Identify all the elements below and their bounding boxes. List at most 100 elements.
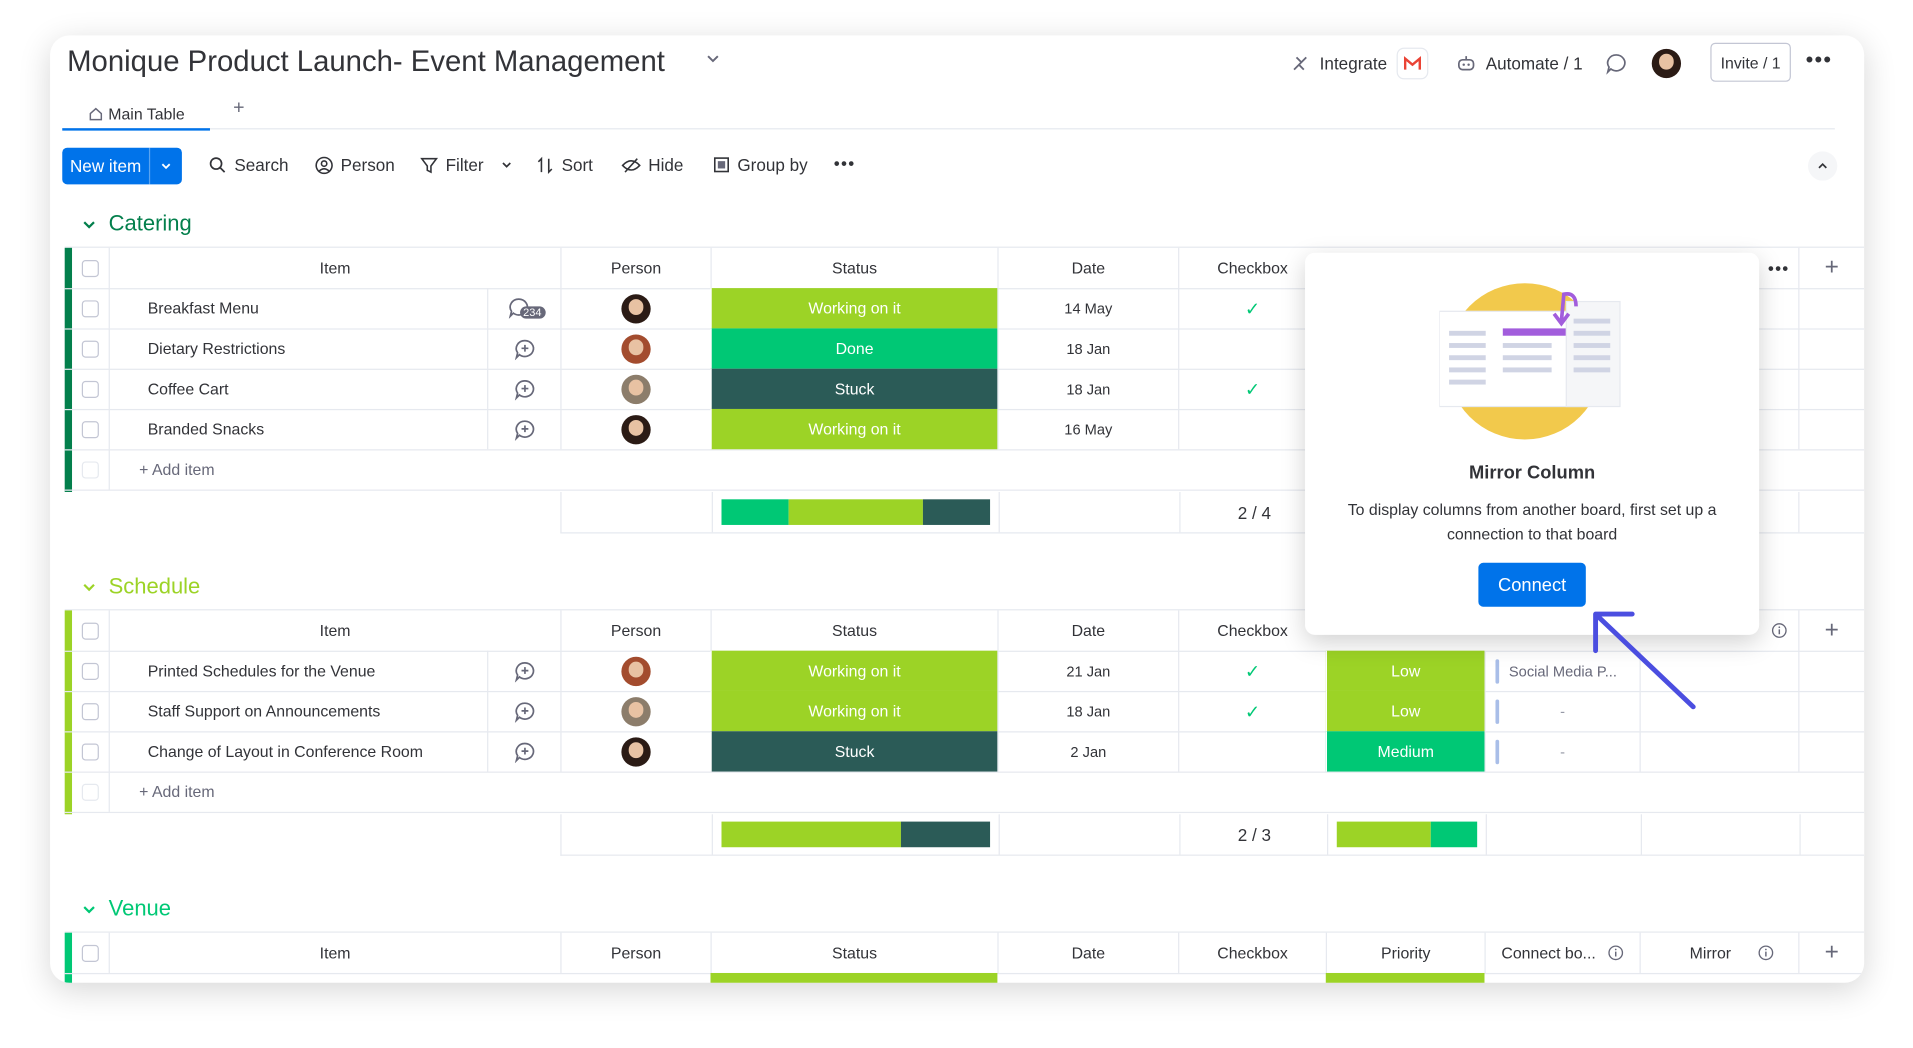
add-item-row[interactable]: + Add item [64,771,1865,814]
chevron-down-icon[interactable] [704,50,721,71]
status-cell[interactable]: Stuck [710,731,998,772]
column-options-icon[interactable]: ••• [1767,258,1790,278]
person-cell[interactable] [560,690,710,732]
date-cell[interactable]: 21 Jan [997,650,1178,691]
filter-button[interactable]: Filter [420,155,513,175]
column-header-item[interactable]: Item [108,610,561,651]
collapse-header-button[interactable] [1808,151,1838,181]
column-header-date[interactable]: Date [997,932,1178,973]
more-toolbar-icon[interactable]: ••• [833,153,856,174]
row-checkbox[interactable] [72,328,109,368]
add-update-icon[interactable] [487,690,560,732]
chevron-down-icon[interactable] [148,147,182,185]
group-title[interactable]: Catering [108,211,192,236]
connect-board-cell[interactable]: - [1484,690,1639,732]
column-header-person[interactable]: Person [560,247,710,289]
item-name[interactable]: Dietary Restrictions [108,328,487,369]
new-item-button[interactable]: New item [62,147,182,185]
select-all-checkbox[interactable] [72,610,109,650]
person-cell[interactable] [560,288,710,329]
add-update-icon[interactable] [487,328,560,369]
search-button[interactable]: Search [209,155,289,175]
item-name[interactable]: Printed Schedules for the Venue [108,650,487,691]
priority-summary[interactable] [1327,814,1487,855]
priority-cell[interactable] [1325,972,1485,983]
checkbox-cell[interactable] [1178,731,1326,772]
person-cell[interactable] [560,408,710,450]
info-icon[interactable] [1759,610,1798,650]
add-column-button[interactable]: + [1798,932,1864,973]
column-header-item[interactable]: Item [108,247,561,289]
column-header-status[interactable]: Status [710,610,998,651]
checkbox-cell[interactable] [1178,408,1326,450]
table-row[interactable]: Branded Snacks Working on it 16 May [64,408,1865,451]
column-header-connect[interactable]: Connect bo... [1484,932,1639,973]
person-cell[interactable] [560,650,710,691]
column-header-checkbox[interactable]: Checkbox [1178,247,1326,289]
priority-cell[interactable]: Low [1325,690,1485,732]
add-item-row[interactable]: + Add item [64,449,1865,491]
row-checkbox[interactable] [72,691,109,731]
column-header-status[interactable]: Status [710,932,998,973]
add-column-button[interactable]: + [1798,247,1864,289]
integrate-button[interactable]: Integrate [1290,47,1429,80]
item-name[interactable]: Change of Layout in Conference Room [108,731,487,772]
table-row[interactable]: Change of Layout in Conference Room Stuc… [64,731,1865,773]
user-avatar[interactable] [1651,48,1682,79]
column-header-item[interactable]: Item [108,932,561,973]
select-all-checkbox[interactable] [72,248,109,288]
status-cell[interactable]: Working on it [710,650,998,691]
item-name[interactable]: Staff Support on Announcements [108,690,487,732]
add-view-button[interactable]: + [233,97,245,119]
status-cell[interactable] [710,972,998,983]
checkbox-cell[interactable] [1178,328,1326,369]
hide-button[interactable]: Hide [621,155,683,175]
info-icon[interactable] [1608,945,1624,961]
add-update-icon[interactable] [487,408,560,450]
person-filter-button[interactable]: Person [315,155,395,175]
date-cell[interactable]: 18 Jan [997,690,1178,732]
add-column-button[interactable]: + [1798,610,1864,651]
add-item-input[interactable]: + Add item [108,449,597,490]
row-checkbox[interactable] [72,288,109,328]
person-cell[interactable] [560,328,710,369]
row-checkbox[interactable] [72,409,109,449]
group-title[interactable]: Schedule [108,573,201,599]
connected-item[interactable]: - [1560,702,1566,720]
column-header-person[interactable]: Person [560,932,710,973]
status-cell[interactable]: Working on it [710,288,998,329]
column-header-date[interactable]: Date [997,247,1178,289]
date-cell[interactable]: 2 Jan [997,731,1178,772]
status-summary[interactable] [711,814,1000,855]
item-name[interactable]: Coffee Cart [108,368,487,409]
group-title[interactable]: Venue [108,896,171,921]
status-cell[interactable]: Working on it [710,408,998,450]
date-cell[interactable]: 16 May [997,408,1178,450]
column-header-checkbox[interactable]: Checkbox [1178,932,1326,973]
row-checkbox[interactable] [72,731,109,771]
add-update-icon[interactable] [487,650,560,691]
checkbox-cell[interactable]: ✓ [1178,650,1326,691]
date-cell[interactable]: 18 Jan [997,368,1178,409]
table-row[interactable] [65,972,1864,983]
sort-button[interactable]: Sort [536,155,593,175]
item-name[interactable]: Branded Snacks [108,408,487,450]
automate-button[interactable]: Automate / 1 [1456,48,1583,80]
person-cell[interactable] [560,731,710,772]
add-item-input[interactable]: + Add item [108,771,597,812]
connected-item[interactable]: - [1560,742,1566,760]
chat-bubble-icon[interactable] [1605,52,1627,75]
date-cell[interactable]: 18 Jan [997,328,1178,369]
select-all-checkbox[interactable] [72,933,109,973]
group-header-catering[interactable]: Catering [82,211,192,237]
column-header-mirror[interactable]: Mirror [1639,932,1799,973]
updates-button[interactable]: 234 [487,288,560,329]
more-options-icon[interactable]: ••• [1805,47,1833,73]
connect-board-cell[interactable]: Social Media P... [1484,650,1639,691]
date-cell[interactable]: 14 May [997,288,1178,329]
group-by-button[interactable]: Group by [713,155,808,175]
checkbox-cell[interactable]: ✓ [1178,288,1326,329]
row-checkbox[interactable] [72,651,109,691]
group-header-venue[interactable]: Venue [82,896,171,922]
table-row[interactable]: Staff Support on Announcements Working o… [64,690,1865,733]
